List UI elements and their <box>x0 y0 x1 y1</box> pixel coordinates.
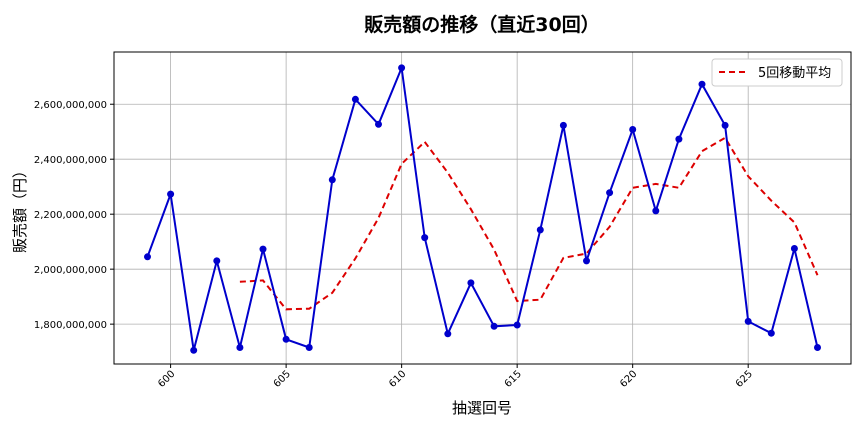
series-layer <box>144 64 821 354</box>
data-point <box>351 95 359 103</box>
data-point <box>375 120 382 128</box>
series-line-moving-average <box>239 136 819 311</box>
data-point <box>606 189 614 197</box>
data-point <box>790 245 798 252</box>
data-point <box>814 344 821 351</box>
data-point <box>490 322 498 330</box>
data-point <box>328 176 336 184</box>
data-point <box>536 226 544 234</box>
data-point <box>583 257 590 265</box>
y-tick-label: 2,600,000,000 <box>34 100 107 111</box>
data-point <box>144 253 151 261</box>
y-tick-label: 2,400,000,000 <box>34 155 107 166</box>
data-point <box>282 335 290 343</box>
data-point <box>629 126 637 133</box>
data-point <box>513 321 521 329</box>
data-point <box>190 346 198 354</box>
data-point <box>398 64 406 72</box>
y-tick-label: 1,800,000,000 <box>34 320 107 331</box>
legend-label-moving-average: 5回移動平均 <box>758 66 831 81</box>
x-axis-label: 抽選回号 <box>452 399 512 417</box>
data-point <box>421 234 429 242</box>
y-tick-label: 2,200,000,000 <box>34 210 107 221</box>
data-point <box>698 80 706 88</box>
data-point <box>467 279 475 287</box>
data-point <box>213 257 221 265</box>
legend-box <box>711 58 843 87</box>
y-tick-label: 2,000,000,000 <box>34 265 107 276</box>
data-point <box>767 329 775 337</box>
chart-title: 販売額の推移（直近30回） <box>364 13 599 36</box>
data-point <box>444 330 452 338</box>
y-axis-label: 販売額（円） <box>11 163 29 253</box>
data-point <box>721 121 729 129</box>
data-point <box>236 344 244 351</box>
data-point <box>675 135 683 143</box>
data-point <box>744 317 752 325</box>
series-line-sales <box>146 64 819 351</box>
data-point <box>652 207 660 215</box>
data-point <box>305 344 313 351</box>
legend: 5回移動平均 <box>711 58 843 87</box>
data-point <box>559 121 567 129</box>
y-axis-ticks: 1,800,000,000 2,000,000,000 2,200,000,000 2… <box>34 100 114 331</box>
plot-frame <box>113 51 852 365</box>
data-point <box>167 190 175 198</box>
data-point <box>259 245 267 253</box>
